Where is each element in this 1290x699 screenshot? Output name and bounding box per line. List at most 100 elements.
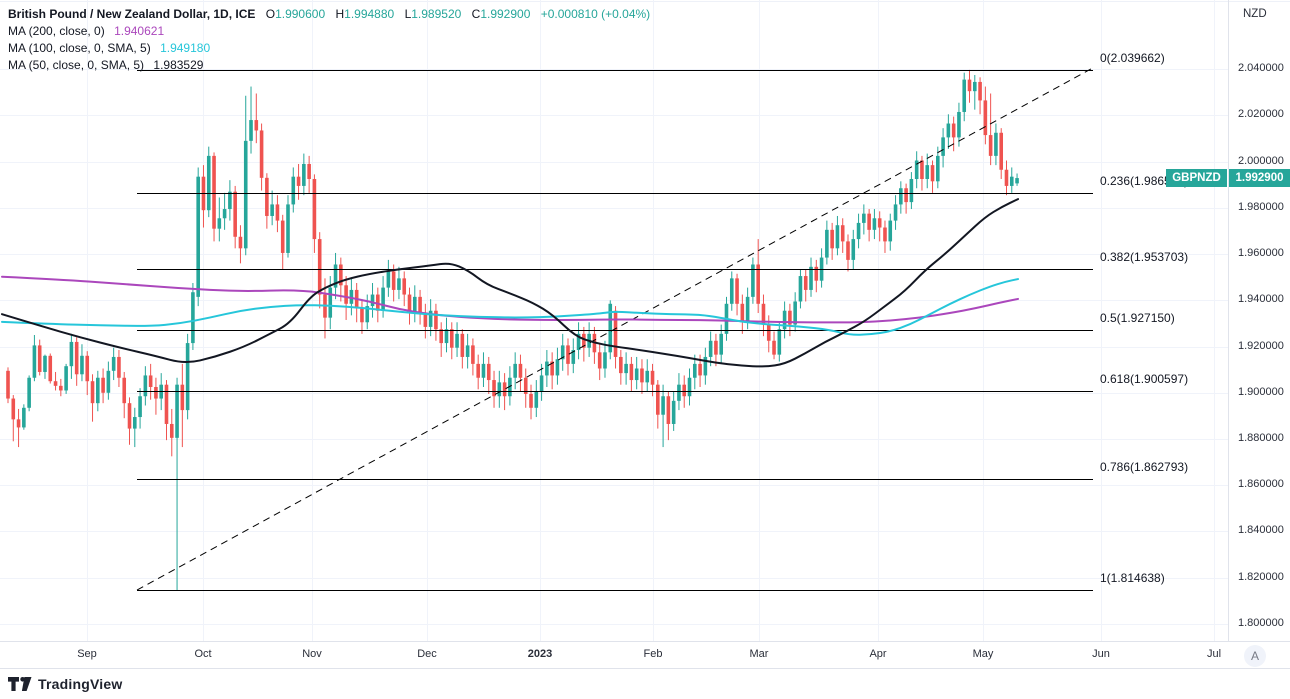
auto-button[interactable]: A — [1244, 645, 1266, 667]
candle — [756, 239, 760, 314]
candle — [825, 220, 829, 265]
candle — [265, 173, 269, 229]
price-tick-label: 1.980000 — [1238, 200, 1284, 213]
change-value: +0.000810 (+0.04%) — [540, 7, 651, 21]
time-tick-label: Mar — [749, 648, 769, 660]
candle — [80, 344, 84, 382]
time-tick-label: Jul — [1206, 648, 1222, 660]
trendline-dashed[interactable] — [136, 67, 1094, 591]
candle — [1004, 160, 1009, 196]
candle — [101, 368, 105, 404]
candle — [603, 340, 607, 378]
candle — [687, 368, 692, 406]
candle — [650, 363, 655, 397]
gridlines — [0, 0, 1228, 641]
candle — [703, 347, 708, 385]
high-value: 1.994880 — [344, 7, 395, 21]
candle — [640, 359, 644, 394]
candle — [381, 276, 385, 318]
candle — [196, 167, 200, 307]
time-axis[interactable]: Sep Oct Nov Dec 2023 Feb Mar Apr May Jun Jul — [0, 641, 1290, 669]
candle — [624, 352, 628, 385]
candle — [803, 269, 808, 302]
candle — [714, 333, 718, 367]
price-tick-label: 2.020000 — [1238, 108, 1284, 121]
candle — [69, 333, 74, 379]
candle — [212, 152, 216, 242]
ma-100-line[interactable] — [1, 278, 1019, 336]
candle — [117, 350, 121, 387]
candle — [656, 380, 660, 429]
candle — [872, 209, 877, 240]
tradingview-logo-text: TradingView — [38, 676, 123, 692]
candle — [962, 72, 967, 122]
candle — [275, 195, 280, 233]
candle — [37, 339, 42, 376]
candle — [967, 69, 972, 103]
ma50-legend-row[interactable]: MA (50, close, 0, SMA, 5) 1.983529 — [8, 58, 203, 72]
candle — [249, 86, 253, 154]
candle — [386, 259, 391, 297]
candle — [883, 220, 887, 253]
candle — [460, 329, 465, 369]
candle — [64, 363, 68, 394]
candle — [307, 155, 311, 193]
candle — [243, 95, 248, 256]
top-border — [0, 1, 1290, 2]
candle — [233, 185, 237, 249]
candle — [53, 371, 58, 391]
candle — [296, 163, 301, 200]
ma-200-line[interactable] — [1, 275, 1019, 324]
candle — [111, 347, 116, 381]
candle — [534, 380, 539, 418]
candle — [449, 322, 454, 360]
tradingview-logo[interactable]: TradingView — [8, 676, 122, 692]
price-tick-label: 2.000000 — [1238, 154, 1284, 167]
candle — [370, 282, 375, 318]
candle — [48, 353, 53, 384]
candle — [1009, 167, 1014, 193]
price-tick-label: 1.800000 — [1238, 616, 1284, 629]
ma200-legend-row[interactable]: MA (200, close, 0) 1.940621 — [8, 24, 164, 38]
price-tick-label: 1.900000 — [1238, 385, 1284, 398]
open-value: 1.990600 — [275, 7, 326, 21]
candle — [555, 347, 560, 385]
candle — [661, 384, 665, 448]
candle — [143, 366, 148, 406]
price-tick-label: 1.880000 — [1238, 431, 1284, 444]
candle — [228, 180, 232, 221]
candle — [529, 384, 533, 420]
candle — [846, 234, 850, 272]
candle — [761, 294, 766, 337]
candle — [481, 352, 486, 387]
price-chart-pane[interactable] — [0, 0, 1290, 641]
ma100-legend-row[interactable]: MA (100, close, 0, SMA, 5) 1.949180 — [8, 41, 210, 55]
candle — [154, 377, 158, 415]
candle — [339, 257, 343, 302]
candle — [365, 294, 370, 330]
candle — [634, 356, 639, 390]
candle — [412, 285, 417, 323]
ma-50-line[interactable] — [1, 198, 1019, 368]
candle — [740, 294, 745, 334]
candle — [291, 167, 296, 213]
candle — [719, 324, 724, 364]
symbol-legend-row[interactable]: British Pound / New Zealand Dollar, 1D, … — [8, 7, 650, 21]
time-tick-label: Oct — [194, 648, 212, 660]
low-value: 1.989520 — [411, 7, 462, 21]
candle — [513, 352, 517, 390]
candle — [1015, 173, 1019, 186]
candle — [692, 354, 697, 390]
candle — [936, 146, 940, 189]
candle — [455, 322, 459, 357]
close-value: 1.992900 — [480, 7, 531, 21]
candle — [988, 93, 993, 166]
candle — [951, 116, 956, 152]
ma50-value: 1.983529 — [153, 58, 204, 72]
candle — [85, 351, 90, 396]
price-tick-label: 1.940000 — [1238, 293, 1284, 306]
time-tick-label: Sep — [77, 648, 97, 660]
candle — [127, 397, 132, 445]
candle — [270, 190, 274, 226]
